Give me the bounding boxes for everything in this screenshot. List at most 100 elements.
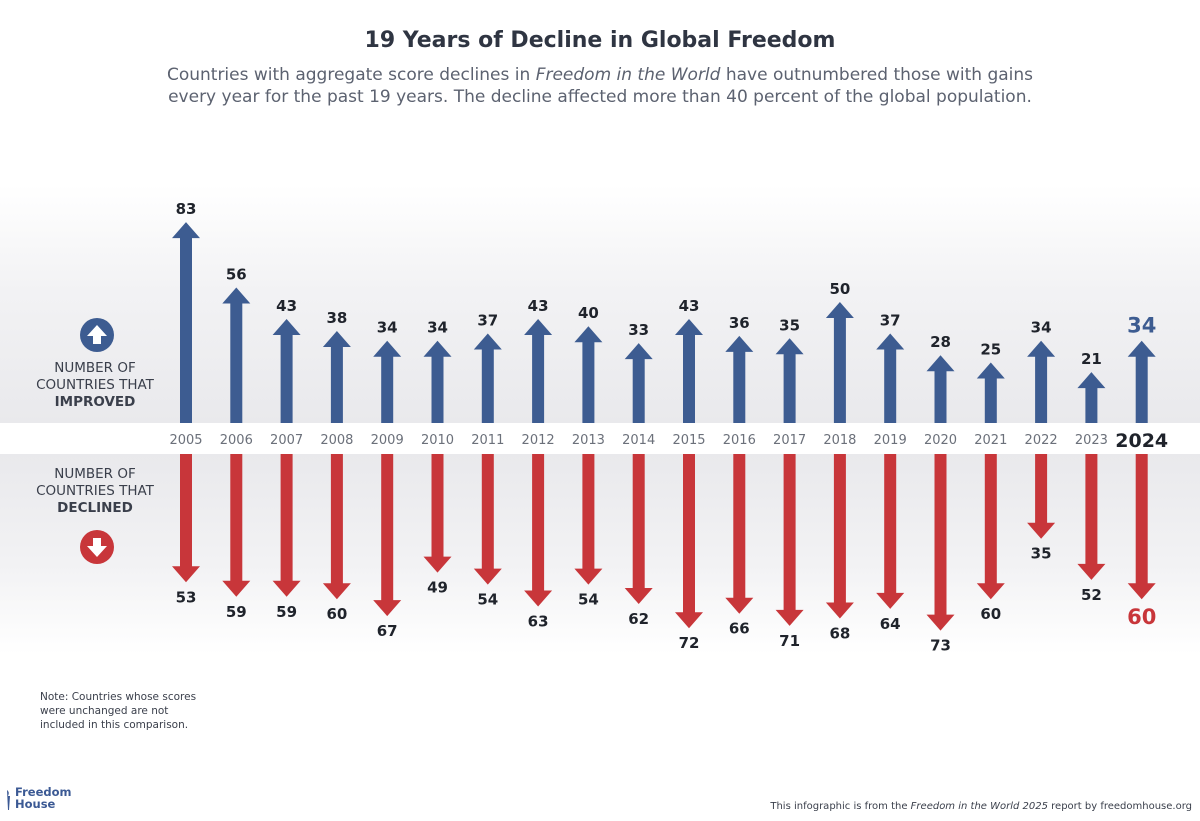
- year-label-2006: 2006: [220, 433, 253, 448]
- improved-value-2021: 25: [980, 341, 1001, 359]
- year-label-2008: 2008: [320, 433, 353, 448]
- improved-value-2019: 37: [880, 311, 901, 329]
- declined-arrow-2007: [272, 454, 301, 597]
- year-label-2016: 2016: [723, 433, 756, 448]
- year-label-2012: 2012: [522, 433, 555, 448]
- declined-arrow-2015: [675, 454, 703, 629]
- declined-value-2018: 68: [829, 625, 850, 643]
- arrow-down-circle-icon: [80, 530, 114, 564]
- declined-value-2012: 63: [528, 612, 549, 630]
- arrow-up-circle-icon: [80, 318, 114, 352]
- improved-label-line-1: NUMBER OF: [54, 360, 136, 376]
- declined-arrow-2024: [1127, 454, 1156, 600]
- improved-value-2023: 21: [1081, 350, 1102, 368]
- declined-value-2008: 60: [326, 605, 347, 623]
- improved-value-2014: 33: [628, 321, 649, 339]
- declined-arrow-2005: [172, 454, 200, 583]
- improved-value-2006: 56: [226, 265, 247, 283]
- declined-value-2013: 54: [578, 591, 599, 609]
- improved-arrow-2012: [524, 318, 553, 423]
- declined-label: NUMBER OF COUNTRIES THAT DECLINED: [20, 466, 170, 517]
- year-label-2005: 2005: [169, 433, 202, 448]
- year-label-2009: 2009: [371, 433, 404, 448]
- improved-value-2013: 40: [578, 304, 599, 322]
- source-footer: This infographic is from the Freedom in …: [770, 801, 1192, 812]
- improved-arrow-2011: [473, 333, 502, 423]
- year-label-2011: 2011: [471, 433, 504, 448]
- logo-line-2: House: [15, 797, 56, 811]
- improved-value-2018: 50: [829, 280, 850, 298]
- improved-arrow-2018: [825, 302, 854, 423]
- improved-value-2012: 43: [528, 297, 549, 315]
- improved-arrow-2008: [322, 331, 351, 423]
- improved-value-2005: 83: [176, 200, 197, 218]
- year-label-2013: 2013: [572, 433, 605, 448]
- subtitle-report-name: Freedom in the World: [535, 65, 721, 85]
- improved-arrow-2009: [373, 340, 402, 423]
- declined-arrow-2018: [825, 454, 854, 619]
- improved-value-2016: 36: [729, 314, 750, 332]
- improved-value-2011: 37: [477, 311, 498, 329]
- declined-value-2022: 35: [1031, 545, 1052, 563]
- declined-value-2023: 52: [1081, 586, 1102, 604]
- declined-arrow-2016: [725, 454, 754, 614]
- declined-series: 53 59 59 60 67 49 54 63 54 62 72 66 71 68 64 73 60 35 52 60: [172, 454, 1156, 655]
- declined-value-2007: 59: [276, 603, 297, 621]
- declined-value-2010: 49: [427, 579, 448, 597]
- declined-arrow-2009: [373, 454, 402, 617]
- improved-arrow-2016: [725, 335, 754, 423]
- improved-value-2015: 43: [679, 297, 700, 315]
- improved-value-2020: 28: [930, 333, 951, 351]
- torch-icon: [7, 790, 10, 810]
- declined-value-2019: 64: [880, 615, 901, 633]
- improved-arrow-2015: [675, 318, 703, 423]
- improved-value-2017: 35: [779, 316, 800, 334]
- year-label-2022: 2022: [1025, 433, 1058, 448]
- year-label-2023: 2023: [1075, 433, 1108, 448]
- year-label-2018: 2018: [823, 433, 856, 448]
- declined-label-line-1: NUMBER OF: [54, 466, 136, 482]
- declined-label-bold: DECLINED: [57, 500, 133, 516]
- improved-arrow-2006: [222, 287, 251, 423]
- declined-arrow-2020: [926, 454, 955, 631]
- improved-arrow-2013: [574, 326, 603, 423]
- improved-value-2007: 43: [276, 297, 297, 315]
- improved-series: 83 56 43 38 34 34 37 43 40 33 43 36 35 50 37 28 25 34 21 34: [172, 200, 1156, 423]
- improved-arrow-2023: [1077, 372, 1106, 423]
- declined-arrow-2021: [976, 454, 1005, 600]
- improved-value-2009: 34: [377, 319, 398, 337]
- improved-value-2008: 38: [326, 309, 347, 327]
- declined-arrow-2010: [423, 454, 452, 573]
- subtitle-part-1: Countries with aggregate score declines …: [166, 65, 536, 85]
- year-label-2014: 2014: [622, 433, 655, 448]
- improved-arrow-2005: [172, 222, 200, 423]
- improved-label-bold: IMPROVED: [54, 394, 136, 410]
- declined-arrow-2008: [322, 454, 351, 600]
- declined-band: [0, 454, 1200, 654]
- declined-value-2024: 60: [1127, 605, 1156, 629]
- declined-value-2009: 67: [377, 622, 398, 640]
- improved-value-2010: 34: [427, 319, 448, 337]
- year-label-2017: 2017: [773, 433, 806, 448]
- year-label-2007: 2007: [270, 433, 303, 448]
- improved-label: NUMBER OF COUNTRIES THAT IMPROVED: [20, 360, 170, 411]
- improved-arrow-2022: [1027, 340, 1056, 423]
- declined-arrow-2014: [624, 454, 653, 605]
- declined-arrow-2023: [1077, 454, 1106, 580]
- improved-arrow-2017: [775, 338, 804, 423]
- year-axis: 2005 2006 2007 2008 2009 2010 2011 2012 2013 2014…: [169, 430, 1168, 452]
- footnote: Note: Countries whose scores were unchan…: [40, 691, 197, 731]
- improved-label-line-2: COUNTRIES THAT: [36, 377, 154, 393]
- footer-report-name: Freedom in the World 2025: [910, 801, 1048, 812]
- footer-part-2: report by freedomhouse.org: [1047, 801, 1192, 812]
- declined-arrow-2022: [1027, 454, 1056, 539]
- declined-arrow-2019: [876, 454, 905, 609]
- improved-arrow-2020: [926, 355, 955, 423]
- page-title: 19 Years of Decline in Global Freedom: [364, 28, 836, 53]
- improved-value-2022: 34: [1031, 319, 1052, 337]
- logo-line-1: Freedom: [15, 785, 72, 799]
- declined-value-2021: 60: [980, 605, 1001, 623]
- improved-arrow-2007: [272, 318, 301, 423]
